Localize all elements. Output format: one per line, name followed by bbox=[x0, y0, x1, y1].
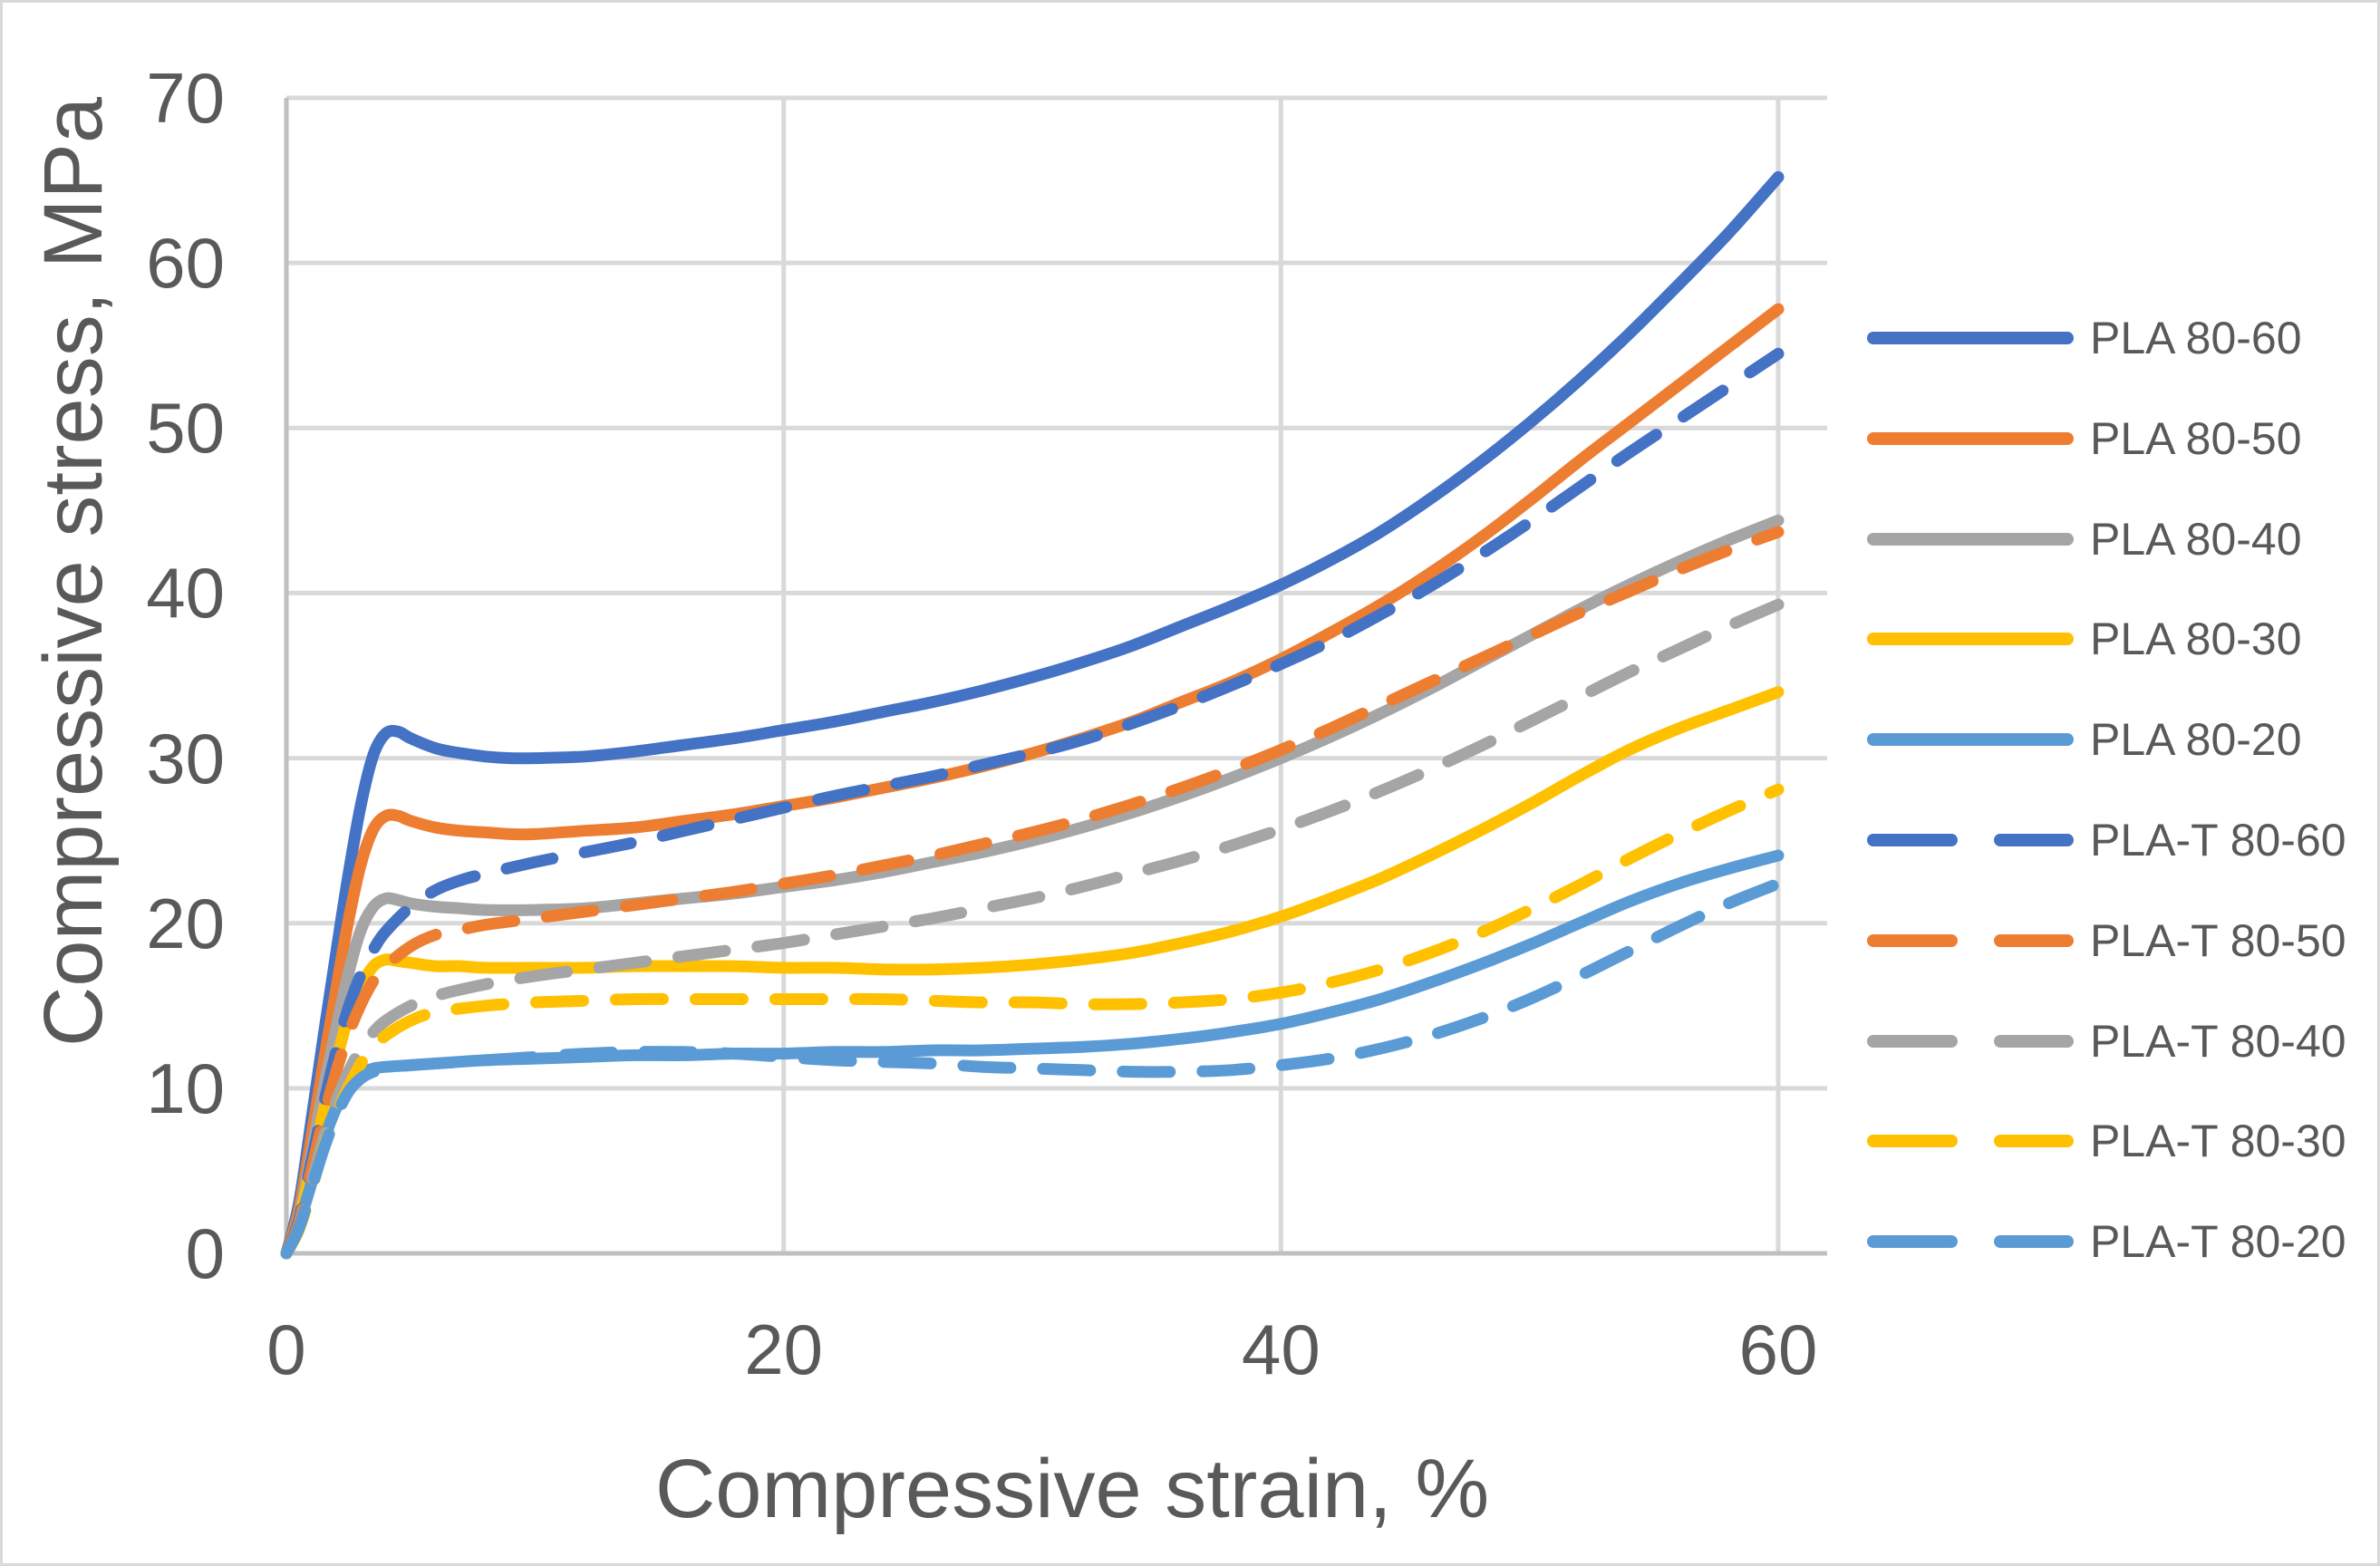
series-line-pla-t-80-40 bbox=[280, 598, 1785, 1260]
plot-area bbox=[280, 95, 1827, 1260]
series-line-pla-t-80-50 bbox=[280, 526, 1785, 1260]
y-tick-label-30: 30 bbox=[146, 718, 225, 798]
y-tick-label-20: 20 bbox=[146, 883, 225, 963]
x-tick-label-0: 0 bbox=[266, 1310, 306, 1389]
legend-marker-pla-t-80-50 bbox=[1994, 933, 2074, 947]
series-line-pla-80-30 bbox=[280, 686, 1785, 1260]
legend-marker-pla-80-50 bbox=[1867, 431, 2074, 445]
legend-label-pla-80-20: PLA 80-20 bbox=[2090, 714, 2302, 766]
legend-marker-pla-t-80-50 bbox=[1867, 933, 1958, 947]
series-line-pla-t-80-20 bbox=[280, 877, 1785, 1260]
series-line-pla-80-50 bbox=[280, 303, 1785, 1260]
legend-marker-pla-80-30 bbox=[1867, 633, 2074, 646]
y-tick-label-0: 0 bbox=[185, 1213, 225, 1293]
y-axis-title: Compressive stress, MPa bbox=[27, 96, 120, 1048]
x-tick-label-40: 40 bbox=[1241, 1310, 1321, 1389]
y-tick-label-40: 40 bbox=[146, 553, 225, 633]
legend-label-pla-t-80-20: PLA-T 80-20 bbox=[2090, 1216, 2346, 1268]
legend-label-pla-80-60: PLA 80-60 bbox=[2090, 313, 2302, 363]
legend-marker-pla-t-80-30 bbox=[1994, 1135, 2074, 1148]
legend-label-pla-80-50: PLA 80-50 bbox=[2090, 412, 2302, 464]
legend-label-pla-t-80-30: PLA-T 80-30 bbox=[2090, 1116, 2346, 1167]
series-line-pla-t-80-60 bbox=[280, 347, 1785, 1260]
x-tick-label-60: 60 bbox=[1738, 1310, 1818, 1389]
legend-marker-pla-t-80-40 bbox=[1994, 1034, 2074, 1048]
legend-marker-pla-80-40 bbox=[1867, 532, 2074, 546]
legend-label-pla-80-40: PLA 80-40 bbox=[2090, 513, 2302, 565]
legend-marker-pla-80-60 bbox=[1867, 332, 2074, 344]
x-tick-label-20: 20 bbox=[744, 1310, 824, 1389]
x-axis-title: Compressive strain, % bbox=[654, 1443, 1490, 1535]
series-line-pla-80-60 bbox=[280, 170, 1785, 1260]
legend-marker-pla-t-80-20 bbox=[1994, 1235, 2074, 1249]
y-tick-label-10: 10 bbox=[146, 1048, 225, 1128]
legend-marker-pla-t-80-60 bbox=[1994, 834, 2074, 846]
legend-marker-pla-t-80-20 bbox=[1867, 1235, 1958, 1249]
series-line-pla-t-80-30 bbox=[280, 783, 1785, 1260]
legend-label-pla-t-80-40: PLA-T 80-40 bbox=[2090, 1015, 2346, 1067]
legend-label-pla-t-80-50: PLA-T 80-50 bbox=[2090, 914, 2346, 966]
y-tick-label-60: 60 bbox=[146, 223, 225, 304]
legend-marker-pla-t-80-60 bbox=[1867, 834, 1958, 846]
y-tick-label-70: 70 bbox=[146, 58, 225, 138]
legend-label-pla-80-30: PLA 80-30 bbox=[2090, 614, 2302, 665]
y-tick-label-50: 50 bbox=[146, 388, 225, 469]
legend-label-pla-t-80-60: PLA-T 80-60 bbox=[2090, 815, 2346, 865]
legend-marker-pla-80-20 bbox=[1867, 733, 2074, 747]
legend-marker-pla-t-80-30 bbox=[1867, 1135, 1958, 1148]
legend-marker-pla-t-80-40 bbox=[1867, 1034, 1958, 1048]
